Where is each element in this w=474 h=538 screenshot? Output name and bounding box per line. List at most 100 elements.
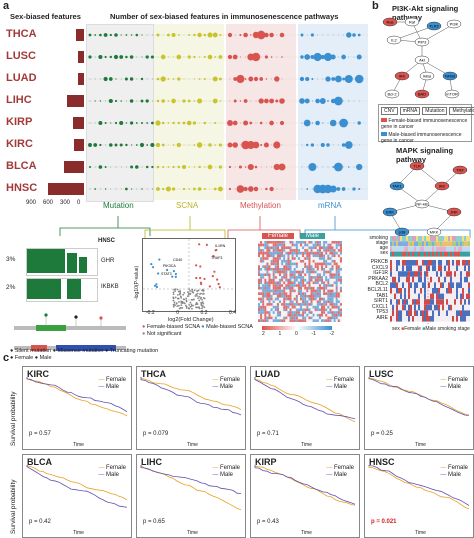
dot [125,34,128,36]
dot [198,56,201,58]
mrna-gene-label: BCL2 [375,281,388,288]
km-title: BLCA [27,457,52,467]
dot [310,143,315,147]
dot [266,122,267,124]
bar-thca [76,29,84,41]
dot [161,121,165,125]
dot [233,77,238,81]
mrna-gene-label: IGF1R [373,270,388,277]
km-legend: — Female — Male [212,465,240,478]
dot [248,76,254,82]
female-curve [254,377,356,423]
dot [341,54,346,60]
dot [273,141,281,149]
dot [344,74,353,84]
gene1-label: GHR [101,258,115,264]
dot [279,120,285,126]
gene-node [414,199,430,209]
dot [306,166,308,168]
dot [228,165,232,169]
dot [353,56,355,58]
dot [193,78,195,80]
dot [135,144,138,146]
dot [332,166,335,168]
dot [193,144,196,146]
dot [212,32,218,38]
dot [260,56,262,58]
dot [218,143,222,147]
legend-methylation: Methylation [449,107,474,115]
dot [352,187,356,191]
dot [172,121,175,125]
dot [310,33,314,37]
dot [182,121,186,125]
dot [332,34,334,36]
dot [115,188,117,190]
km-title: THCA [141,369,166,379]
dot [310,54,315,60]
legend-truncating: Truncating mutation [109,348,159,354]
bar-tick: 0 [77,200,81,206]
dot [151,121,154,125]
dot [104,166,107,168]
bar-blca [64,161,84,173]
dot [276,188,278,190]
dot [199,122,200,124]
dot [140,99,144,103]
dot [119,143,123,147]
dot [193,187,196,191]
km-plot-blca: BLCA p = 0.42 — Female — Male Time [22,454,132,538]
female-curve [140,377,242,411]
dot [251,52,261,62]
dot [317,166,318,168]
km-plot-lusc: LUSC p = 0.25 — Female — Male Time [364,366,474,450]
dot [265,187,268,191]
km-plot-luad: LUAD p = 0.71 — Female — Male Time [250,366,360,450]
mrna-legend: sex ■Female ■Male smoking stage [392,326,470,332]
dot [245,56,247,58]
dot [322,78,324,80]
dot [167,122,170,124]
bar-axis: 900 600 300 0 [26,200,84,208]
bar-chart [26,24,84,200]
dot [279,98,285,104]
dot [167,166,170,168]
dot [240,144,241,146]
legend-cnv: CNV [381,107,398,115]
dot [244,78,247,80]
dot [301,122,303,124]
dot [247,186,254,192]
dot [315,120,320,126]
dot [281,56,283,58]
dot [209,122,211,124]
cancer-label-kirp: KIRP [6,116,33,128]
dot [171,33,176,37]
meth-scale: 2 1 0 -1 -2 [262,331,334,337]
dot [239,56,241,58]
oncoprint: HNSC 3% GHR 2% IKBKB [6,238,136,306]
dot [182,99,186,103]
legend-mutation: Mutation [422,107,448,115]
dot [218,165,223,169]
dot [320,142,325,148]
dot [103,76,108,82]
dot [135,165,139,169]
dot [203,77,206,81]
cancer-label-kirc: KIRC [6,138,33,150]
dot [140,77,144,81]
gene-node [394,71,410,81]
dot [271,166,272,168]
dot [109,55,113,59]
km-legend: — Female — Male [98,465,126,478]
gene-node-label: IL2 [391,38,397,43]
dot [304,98,310,104]
dot [312,188,313,190]
gene-node [404,17,420,27]
dot [255,100,257,102]
legend-female-gene: Female-biased immunosenescence gene in c… [381,118,468,130]
km-title: HNSC [369,457,395,467]
dot [303,119,311,127]
dot [197,32,202,38]
dot [346,32,352,38]
dot [167,100,170,102]
